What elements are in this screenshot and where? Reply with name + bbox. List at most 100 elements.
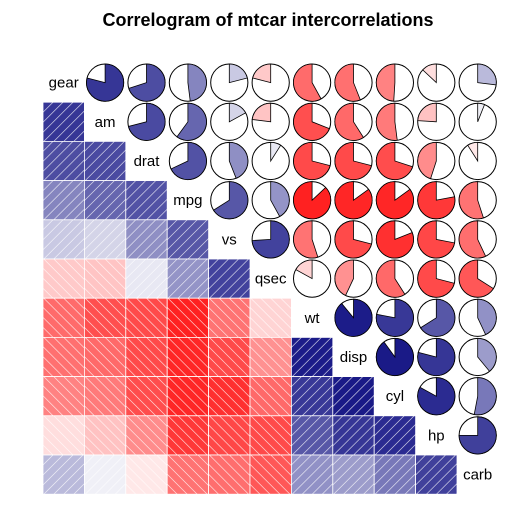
shade-hatch-line <box>43 316 64 338</box>
shade-hatch-line <box>208 259 229 280</box>
shade-hatch <box>43 298 85 338</box>
shade-hatch-line <box>187 298 209 320</box>
shade-hatch <box>84 415 126 455</box>
pie-slice <box>270 181 290 218</box>
shade-cell-hp-vs <box>208 415 251 456</box>
shade-cell-qsec-am <box>84 258 127 299</box>
shade-hatch-line <box>104 376 126 398</box>
pie-slice <box>417 377 456 416</box>
variable-label-drat: drat <box>134 153 161 170</box>
shade-hatch-line <box>167 434 188 455</box>
shade-hatch-line <box>177 455 209 487</box>
shade-hatch-line <box>53 337 85 369</box>
pie-slice <box>417 220 456 259</box>
shade-hatch-line <box>53 463 85 495</box>
shade-hatch-line <box>73 483 85 495</box>
shade-hatch-line <box>311 433 333 455</box>
shade-hatch-line <box>84 337 125 377</box>
pie-cell-mpg-disp <box>334 181 373 220</box>
shade-hatch-line <box>374 455 385 466</box>
shade-hatch-line <box>177 376 209 408</box>
shade-hatch-line <box>43 376 84 416</box>
shade-cell-hp-wt <box>290 415 334 456</box>
shade-hatch-line <box>114 208 126 220</box>
shade-hatch-line <box>167 298 208 338</box>
shade-hatch-line <box>208 434 229 455</box>
shade-hatch-line <box>209 415 249 455</box>
shade-hatch-line <box>415 455 426 466</box>
shade-hatch-line <box>250 405 261 416</box>
shade-hatch-line <box>126 415 167 455</box>
shade-hatch <box>374 455 416 495</box>
shade-hatch <box>332 455 375 495</box>
pie-cell-wt-cyl <box>375 298 414 337</box>
shade-hatch-line <box>229 376 251 398</box>
shade-hatch <box>167 298 209 338</box>
shade-hatch-line <box>43 298 84 338</box>
shade-cell-am-gear <box>42 101 85 142</box>
shade-hatch-line <box>187 415 209 437</box>
shade-hatch-line <box>197 415 209 427</box>
shade-hatch-line <box>167 405 178 416</box>
shade-hatch-line <box>250 385 281 416</box>
shade-cell-mpg-drat <box>125 180 168 221</box>
shade-hatch-line <box>167 337 208 377</box>
variable-label-disp: disp <box>340 349 368 366</box>
shade-hatch-line <box>208 395 229 416</box>
shade-hatch-line <box>177 267 209 299</box>
shade-hatch-line <box>136 455 168 487</box>
shade-hatch-line <box>63 198 85 220</box>
shade-hatch-line <box>84 141 105 162</box>
shade-hatch-line <box>43 141 84 181</box>
shade-hatch-line <box>43 102 44 103</box>
shade-hatch-line <box>332 376 344 388</box>
pie-slice <box>477 63 497 86</box>
shade-hatch <box>415 455 458 495</box>
shade-hatch <box>125 180 168 220</box>
shade-hatch-line <box>208 444 219 455</box>
shade-hatch-line <box>43 306 74 338</box>
pie-cell-am-disp <box>334 102 373 141</box>
pie-slice <box>467 141 479 163</box>
shade-hatch-line <box>125 306 157 338</box>
pie-slice <box>334 181 373 220</box>
shade-hatch-line <box>63 120 85 142</box>
pie-cell-qsec-cyl <box>375 259 414 298</box>
shade-hatch-line <box>250 463 281 495</box>
shade-hatch-line <box>136 227 168 260</box>
shade-hatch-line <box>167 356 188 377</box>
shade-hatch-line <box>53 188 85 220</box>
shade-hatch-line <box>291 455 322 486</box>
shade-hatch-line <box>43 444 54 455</box>
shade-hatch-line <box>239 287 251 299</box>
shade-hatch-line <box>114 298 126 310</box>
pie-cell-qsec-disp <box>334 259 373 298</box>
shade-hatch-line <box>208 356 229 377</box>
shade-hatch-line <box>84 405 95 416</box>
shade-hatch-line <box>321 443 333 455</box>
shade-hatch <box>43 180 85 220</box>
variable-label-mpg: mpg <box>173 192 202 209</box>
shade-hatch-line <box>167 306 198 338</box>
shade-hatch-line <box>43 102 74 133</box>
shade-hatch-line <box>43 141 74 172</box>
shade-hatch-line <box>333 455 374 495</box>
shade-hatch-line <box>229 455 251 477</box>
shade-cell-carb-disp <box>332 454 375 495</box>
shade-hatch-line <box>229 298 251 320</box>
shade-hatch-line <box>126 298 167 338</box>
shade-hatch-line <box>187 237 209 260</box>
shade-hatch-line <box>63 159 85 181</box>
shade-hatch-line <box>84 395 105 416</box>
shade-hatch-line <box>84 424 115 455</box>
shade-hatch <box>291 337 333 377</box>
pie-slice <box>334 298 373 337</box>
pie-cell-cyl-carb <box>458 377 497 416</box>
shade-hatch-line <box>239 455 251 467</box>
pie-cell-gear-hp <box>417 63 456 102</box>
shade-hatch-line <box>126 259 167 299</box>
shade-hatch-line <box>167 473 188 495</box>
shade-hatch-line <box>43 415 44 416</box>
shade-hatch-line <box>239 415 251 427</box>
